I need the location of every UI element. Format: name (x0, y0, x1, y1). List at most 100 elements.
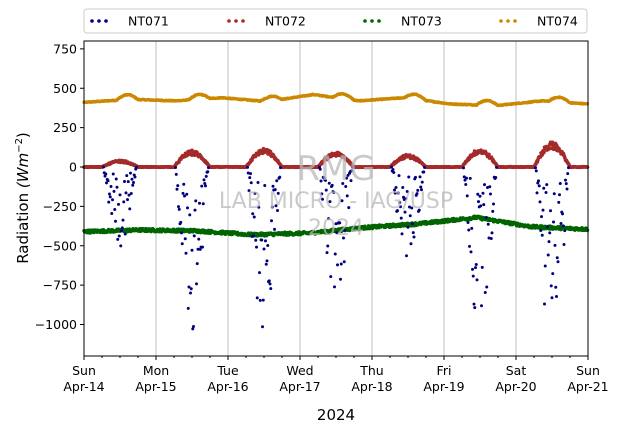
point-nt071 (487, 236, 491, 240)
point-nt071 (185, 192, 189, 196)
point-nt071 (184, 251, 188, 255)
point-nt071 (541, 208, 545, 212)
point-nt071 (175, 187, 179, 191)
point-nt071 (270, 219, 273, 223)
point-nt071 (265, 259, 269, 263)
point-nt071 (187, 285, 191, 289)
point-nt071 (564, 182, 568, 186)
point-nt071 (174, 172, 178, 176)
point-nt071 (546, 225, 549, 229)
y-tick-label: −500 (43, 238, 77, 253)
legend-marker (499, 19, 503, 23)
legend-label: NT073 (401, 14, 442, 29)
x-axis: SunApr-14MonApr-15TueApr-16WedApr-17ThuA… (63, 356, 609, 394)
point-nt071 (392, 171, 396, 175)
point-nt071 (326, 244, 330, 248)
y-axis-label-text: Radiation (14, 193, 32, 264)
x-tick-label-day: Wed (286, 363, 313, 378)
point-nt071 (258, 271, 261, 275)
legend-marker (90, 19, 94, 23)
point-nt071 (329, 275, 333, 279)
point-nt071 (127, 193, 131, 197)
point-nt071 (340, 199, 344, 203)
point-nt071 (345, 176, 348, 180)
point-nt071 (113, 207, 117, 211)
point-nt071 (417, 208, 421, 212)
point-nt071 (406, 225, 410, 229)
point-nt071 (183, 194, 186, 198)
point-nt071 (126, 180, 130, 184)
watermark-line: RMG (296, 149, 375, 189)
y-tick-label: −1000 (35, 317, 77, 332)
point-nt071 (252, 215, 256, 219)
point-nt071 (474, 266, 477, 270)
point-nt071 (332, 190, 336, 194)
point-nt071 (120, 229, 123, 233)
point-nt071 (400, 232, 404, 236)
point-nt071 (174, 165, 177, 169)
point-nt071 (462, 166, 465, 170)
point-nt071 (116, 237, 120, 241)
point-nt071 (399, 216, 403, 220)
y-axis-label-close: ) (14, 132, 32, 138)
point-nt071 (263, 183, 267, 187)
point-nt071 (405, 190, 409, 194)
point-nt071 (264, 262, 268, 266)
point-nt071 (255, 245, 258, 249)
point-nt071 (325, 251, 329, 255)
legend-marker (104, 19, 108, 23)
point-nt071 (327, 217, 330, 221)
point-nt071 (420, 188, 423, 192)
point-nt071 (207, 166, 210, 170)
point-nt071 (476, 192, 480, 196)
point-nt071 (336, 263, 339, 267)
point-nt071 (177, 205, 180, 209)
point-nt071 (396, 191, 400, 195)
point-nt071 (351, 165, 354, 169)
point-nt071 (119, 244, 123, 248)
point-nt071 (554, 285, 558, 289)
point-nt071 (253, 191, 257, 195)
y-tick-label: 750 (53, 41, 77, 56)
point-nt071 (481, 191, 485, 195)
point-nt071 (339, 262, 343, 266)
point-nt071 (124, 191, 128, 195)
point-nt071 (192, 325, 195, 329)
point-nt071 (482, 203, 486, 207)
legend-marker (513, 19, 517, 23)
point-nt071 (191, 327, 195, 331)
point-nt071 (474, 262, 478, 266)
point-nt071 (401, 185, 405, 189)
point-nt071 (324, 178, 327, 182)
point-nt071 (555, 256, 559, 260)
point-nt071 (108, 195, 112, 199)
point-nt071 (478, 194, 482, 198)
point-nt071 (410, 206, 414, 210)
point-nt071 (558, 193, 561, 197)
point-nt071 (106, 179, 110, 183)
point-nt071 (342, 260, 346, 264)
point-nt071 (180, 231, 183, 235)
point-nt071 (176, 184, 180, 188)
point-nt071 (117, 234, 121, 238)
x-tick-label-date: Apr-19 (423, 379, 464, 394)
point-nt071 (120, 226, 124, 230)
point-nt071 (399, 205, 402, 209)
point-nt071 (418, 175, 422, 179)
point-nt071 (552, 192, 556, 196)
point-nt071 (275, 179, 279, 183)
point-nt071 (486, 185, 489, 189)
y-tick-label: −250 (43, 199, 77, 214)
point-nt071 (186, 306, 190, 310)
point-nt071 (545, 183, 549, 187)
point-nt071 (128, 207, 132, 211)
point-nt071 (408, 205, 411, 209)
point-nt071 (483, 183, 486, 187)
point-nt071 (200, 184, 204, 188)
point-nt071 (342, 236, 345, 240)
point-nt071 (129, 192, 133, 196)
point-nt071 (197, 237, 201, 241)
point-nt071 (264, 239, 267, 243)
point-nt071 (121, 218, 125, 222)
point-nt071 (350, 169, 354, 173)
